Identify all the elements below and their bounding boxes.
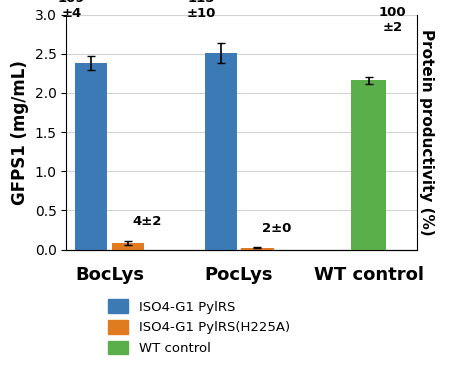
Bar <box>241 248 273 250</box>
Legend: ISO4-G1 PylRS, ISO4-G1 PylRS(H225A), WT control: ISO4-G1 PylRS, ISO4-G1 PylRS(H225A), WT … <box>103 294 295 360</box>
Bar <box>112 243 144 250</box>
Y-axis label: Protein productivity (%): Protein productivity (%) <box>419 29 434 236</box>
Y-axis label: GFPS1 (mg/mL): GFPS1 (mg/mL) <box>11 60 29 204</box>
Text: 2±0: 2±0 <box>262 222 292 236</box>
Bar <box>204 53 237 250</box>
Bar <box>75 63 108 250</box>
Text: 109
±4: 109 ±4 <box>58 0 85 20</box>
Text: 115
±10: 115 ±10 <box>187 0 216 20</box>
Bar <box>351 80 386 250</box>
Text: 100
±2: 100 ±2 <box>378 6 406 34</box>
Text: 4±2: 4±2 <box>133 215 162 228</box>
